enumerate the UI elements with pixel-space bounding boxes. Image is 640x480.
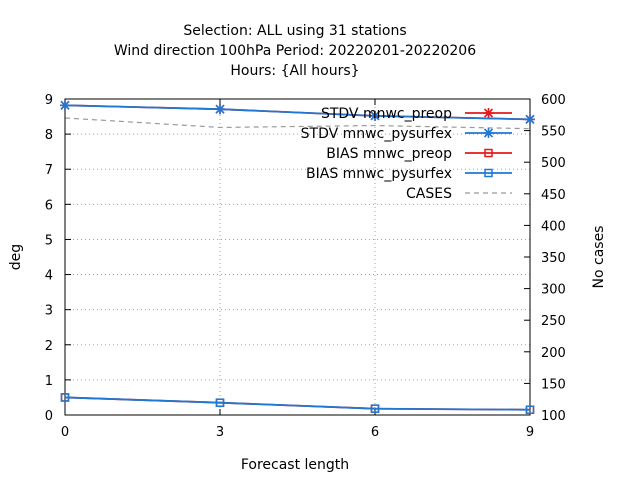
y-tick-label: 8 <box>45 128 53 143</box>
x-tick-label: 9 <box>526 425 534 440</box>
y-tick-label: 4 <box>45 269 53 284</box>
legend-marker-2 <box>484 148 493 158</box>
plot-frame <box>64 98 531 416</box>
legend-label-4: CASES <box>406 186 452 202</box>
y-tick-label: 7 <box>45 163 53 178</box>
series-line-3 <box>64 396 531 411</box>
y2-tick-label: 550 <box>541 125 566 140</box>
data-point-3-3 <box>525 405 535 414</box>
y2-tick-label: 600 <box>541 93 566 108</box>
cases-layer <box>64 117 531 130</box>
y-axis-label: deg <box>8 244 24 270</box>
legend-label-3: BIAS mnwc_pysurfex <box>306 166 452 182</box>
y2-tick-label: 150 <box>541 377 566 392</box>
x-axis-label: Forecast length <box>241 457 349 473</box>
x-tick-label: 0 <box>61 425 69 440</box>
y-tick-label: 0 <box>45 409 53 424</box>
chart-title-line-2: Wind direction 100hPa Period: 20220201-2… <box>114 43 476 59</box>
legend-label-0: STDV mnwc_preop <box>321 106 452 122</box>
data-point-3-0 <box>60 393 70 402</box>
axis-ticks: 0 3 6 9 0 1 2 3 4 5 6 7 8 9 100 150 200 250 300 350 400 450 50… <box>45 93 566 440</box>
x-tick-label: 6 <box>371 425 379 440</box>
y2-tick-label: 250 <box>541 314 566 329</box>
y-tick-label: 6 <box>45 198 53 213</box>
y-tick-label: 3 <box>45 304 53 319</box>
grid-lines <box>65 99 530 415</box>
y-tick-label: 5 <box>45 233 53 248</box>
data-point-3-2 <box>370 404 380 413</box>
plot-border <box>64 98 531 416</box>
series-line-4 <box>64 117 531 130</box>
y-tick-label: 9 <box>45 93 53 108</box>
y2-tick-label: 450 <box>541 188 566 203</box>
y2-tick-label: 200 <box>541 346 566 361</box>
x-tick-label: 3 <box>216 425 224 440</box>
y-tick-label: 2 <box>45 339 53 354</box>
legend: STDV mnwc_preop STDV mnwc_pysurfex BIAS mn… <box>301 106 512 202</box>
y2-tick-label: 100 <box>541 409 566 424</box>
y-tick-label: 1 <box>45 374 53 389</box>
series-layer <box>60 100 535 414</box>
y2-tick-label: 400 <box>541 219 566 234</box>
legend-label-2: BIAS mnwc_preop <box>326 146 452 162</box>
y2-tick-label: 500 <box>541 156 566 171</box>
y2-tick-label: 300 <box>541 283 566 298</box>
legend-marker-3 <box>484 168 493 178</box>
chart-title-line-3: Hours: {All hours} <box>230 63 359 79</box>
legend-label-1: STDV mnwc_pysurfex <box>301 126 452 142</box>
y2-axis-label: No cases <box>591 226 607 289</box>
data-point-3-1 <box>215 398 225 407</box>
y2-tick-label: 350 <box>541 251 566 266</box>
series-line-1 <box>64 104 531 121</box>
chart-title-line-1: Selection: ALL using 31 stations <box>183 23 406 39</box>
